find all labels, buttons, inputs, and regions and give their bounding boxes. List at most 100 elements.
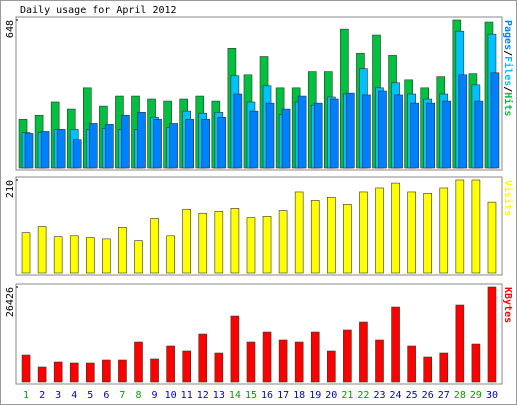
x-tick-label: 30 bbox=[486, 390, 498, 401]
bar bbox=[102, 359, 111, 383]
bar bbox=[86, 237, 95, 274]
x-tick-label: 27 bbox=[438, 390, 450, 401]
bar bbox=[201, 119, 211, 169]
x-tick-label: 9 bbox=[152, 390, 158, 401]
x-tick-label: 28 bbox=[454, 390, 466, 401]
bar bbox=[375, 339, 384, 383]
x-tick-label: 25 bbox=[406, 390, 418, 401]
bar bbox=[230, 208, 240, 274]
bar bbox=[182, 208, 191, 274]
legend-entry: Hits bbox=[502, 92, 514, 116]
bar bbox=[121, 114, 130, 169]
plot-area bbox=[15, 176, 503, 276]
bar bbox=[262, 331, 272, 383]
chart-title: Daily usage for April 2012 bbox=[20, 5, 177, 16]
bar bbox=[265, 102, 275, 169]
bar bbox=[391, 182, 400, 274]
x-tick-label: 17 bbox=[277, 390, 289, 401]
bar bbox=[487, 201, 497, 274]
x-tick-label: 12 bbox=[197, 390, 209, 401]
x-tick-label: 20 bbox=[325, 390, 337, 401]
bar bbox=[375, 187, 384, 274]
x-tick-label: 18 bbox=[293, 390, 305, 401]
bar bbox=[294, 341, 304, 383]
bar bbox=[137, 111, 146, 169]
bar bbox=[326, 350, 336, 383]
bar bbox=[69, 362, 79, 383]
bar bbox=[359, 321, 368, 383]
bar bbox=[407, 345, 416, 383]
bar bbox=[329, 98, 339, 169]
x-tick-label: 24 bbox=[390, 390, 402, 401]
y-tick-label: 210 bbox=[5, 180, 16, 198]
legend: Visits bbox=[502, 180, 514, 216]
bar bbox=[24, 133, 34, 169]
legend-entry: Pages bbox=[502, 20, 513, 50]
bar bbox=[455, 304, 465, 383]
bar bbox=[134, 240, 143, 274]
legend-entry: Files bbox=[502, 56, 514, 86]
bar bbox=[310, 200, 320, 274]
bar bbox=[458, 74, 468, 169]
bar bbox=[118, 359, 127, 383]
bar bbox=[89, 123, 98, 169]
x-tick-label: 19 bbox=[309, 390, 321, 401]
bar bbox=[439, 352, 449, 383]
x-tick-label: 11 bbox=[181, 390, 193, 401]
legend-separator: / bbox=[502, 86, 513, 92]
bar bbox=[198, 333, 208, 383]
x-tick-label: 1 bbox=[23, 390, 29, 401]
bar bbox=[439, 187, 449, 274]
bar bbox=[230, 315, 240, 383]
bar bbox=[153, 119, 162, 169]
bar bbox=[326, 196, 336, 274]
bar bbox=[21, 232, 31, 274]
bar bbox=[471, 343, 481, 383]
x-tick-label: 15 bbox=[245, 390, 257, 401]
bar bbox=[423, 192, 433, 274]
bar bbox=[487, 286, 497, 383]
bar bbox=[455, 179, 465, 274]
bar bbox=[407, 191, 416, 274]
x-tick-label: 7 bbox=[119, 390, 125, 401]
x-tick-label: 5 bbox=[87, 390, 93, 401]
bar bbox=[150, 358, 159, 383]
bar bbox=[362, 94, 371, 169]
bar bbox=[246, 217, 256, 274]
bar bbox=[118, 227, 127, 274]
bar bbox=[310, 331, 320, 383]
x-tick-label: 6 bbox=[103, 390, 109, 401]
bar bbox=[343, 204, 352, 274]
bar bbox=[474, 100, 484, 169]
x-tick-label: 14 bbox=[229, 390, 241, 401]
y-tick-label: 648 bbox=[5, 20, 16, 38]
bar bbox=[294, 191, 304, 274]
bar bbox=[69, 235, 79, 274]
plot-area bbox=[15, 283, 503, 385]
x-tick-label: 8 bbox=[135, 390, 141, 401]
bar bbox=[359, 191, 368, 274]
legend-entry: KBytes bbox=[502, 287, 513, 323]
bar bbox=[53, 361, 63, 383]
bar bbox=[86, 362, 95, 383]
legend: Pages/Files/Hits bbox=[502, 20, 514, 116]
x-tick-label: 3 bbox=[55, 390, 61, 401]
x-tick-label: 22 bbox=[357, 390, 369, 401]
x-tick-label: 26 bbox=[422, 390, 434, 401]
legend: KBytes bbox=[502, 287, 513, 323]
bar bbox=[37, 226, 47, 274]
x-tick-label: 29 bbox=[470, 390, 482, 401]
bar bbox=[150, 218, 159, 274]
bar bbox=[166, 235, 175, 274]
bar bbox=[423, 356, 433, 383]
bar bbox=[471, 179, 481, 274]
legend-entry: Visits bbox=[502, 180, 514, 216]
bar bbox=[249, 110, 259, 169]
bar bbox=[214, 211, 224, 274]
bar bbox=[297, 95, 307, 169]
bar bbox=[169, 123, 178, 169]
bar bbox=[378, 90, 387, 169]
bar bbox=[346, 92, 355, 169]
bar bbox=[246, 341, 256, 383]
